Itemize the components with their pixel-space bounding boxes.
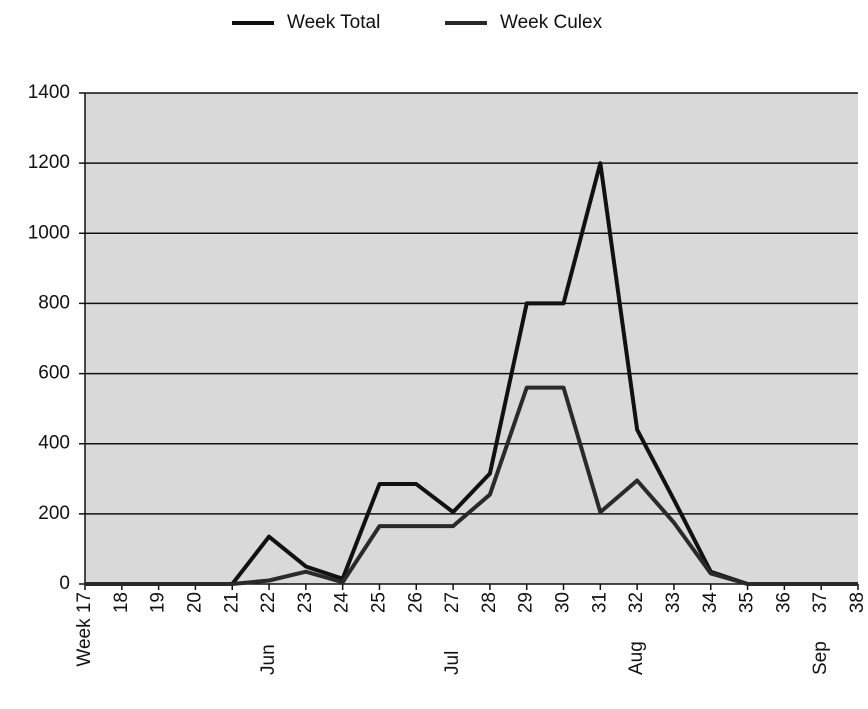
y-tick-label: 1000 — [28, 222, 70, 243]
x-tick-label: 37 — [810, 592, 831, 613]
x-tick-label: 19 — [148, 592, 169, 613]
x-tick-label: 32 — [626, 592, 647, 613]
x-tick-label: 29 — [516, 592, 537, 613]
month-label: Aug — [626, 641, 647, 675]
series-line — [85, 385, 858, 586]
x-tick-label: 21 — [221, 592, 242, 613]
y-tick-label: 600 — [38, 363, 70, 384]
y-tick-label: 400 — [38, 433, 70, 454]
legend-label: Week Culex — [500, 12, 603, 33]
legend-label: Week Total — [287, 12, 380, 33]
x-tick-label: 26 — [405, 592, 426, 613]
y-tick-label: 200 — [38, 503, 70, 524]
x-tick-label: 23 — [295, 592, 316, 613]
y-tick-label: 1200 — [28, 152, 70, 173]
x-tick-label: 36 — [773, 592, 794, 613]
plot-area — [85, 93, 858, 584]
month-label: Jul — [442, 651, 463, 675]
x-tick-label: Week 17 — [74, 592, 95, 667]
month-label: Jun — [258, 644, 279, 675]
y-tick-label: 800 — [38, 292, 70, 313]
x-tick-label: 28 — [479, 592, 500, 613]
x-tick-label: 27 — [442, 592, 463, 613]
y-tick-label: 0 — [59, 573, 70, 594]
x-tick-label: 35 — [737, 592, 758, 613]
month-label: Sep — [810, 641, 831, 675]
x-tick-label: 31 — [589, 592, 610, 613]
x-tick-label: 33 — [663, 592, 684, 613]
y-tick-label: 1400 — [28, 82, 70, 103]
x-tick-label: 30 — [553, 592, 574, 613]
x-tick-label: 34 — [700, 592, 721, 614]
x-tick-label: 22 — [258, 592, 279, 613]
x-tick-label: 25 — [368, 592, 389, 613]
x-tick-label: 18 — [111, 592, 132, 613]
x-tick-label: 38 — [847, 592, 868, 613]
x-tick-label: 24 — [332, 592, 353, 614]
x-tick-label: 20 — [184, 592, 205, 613]
